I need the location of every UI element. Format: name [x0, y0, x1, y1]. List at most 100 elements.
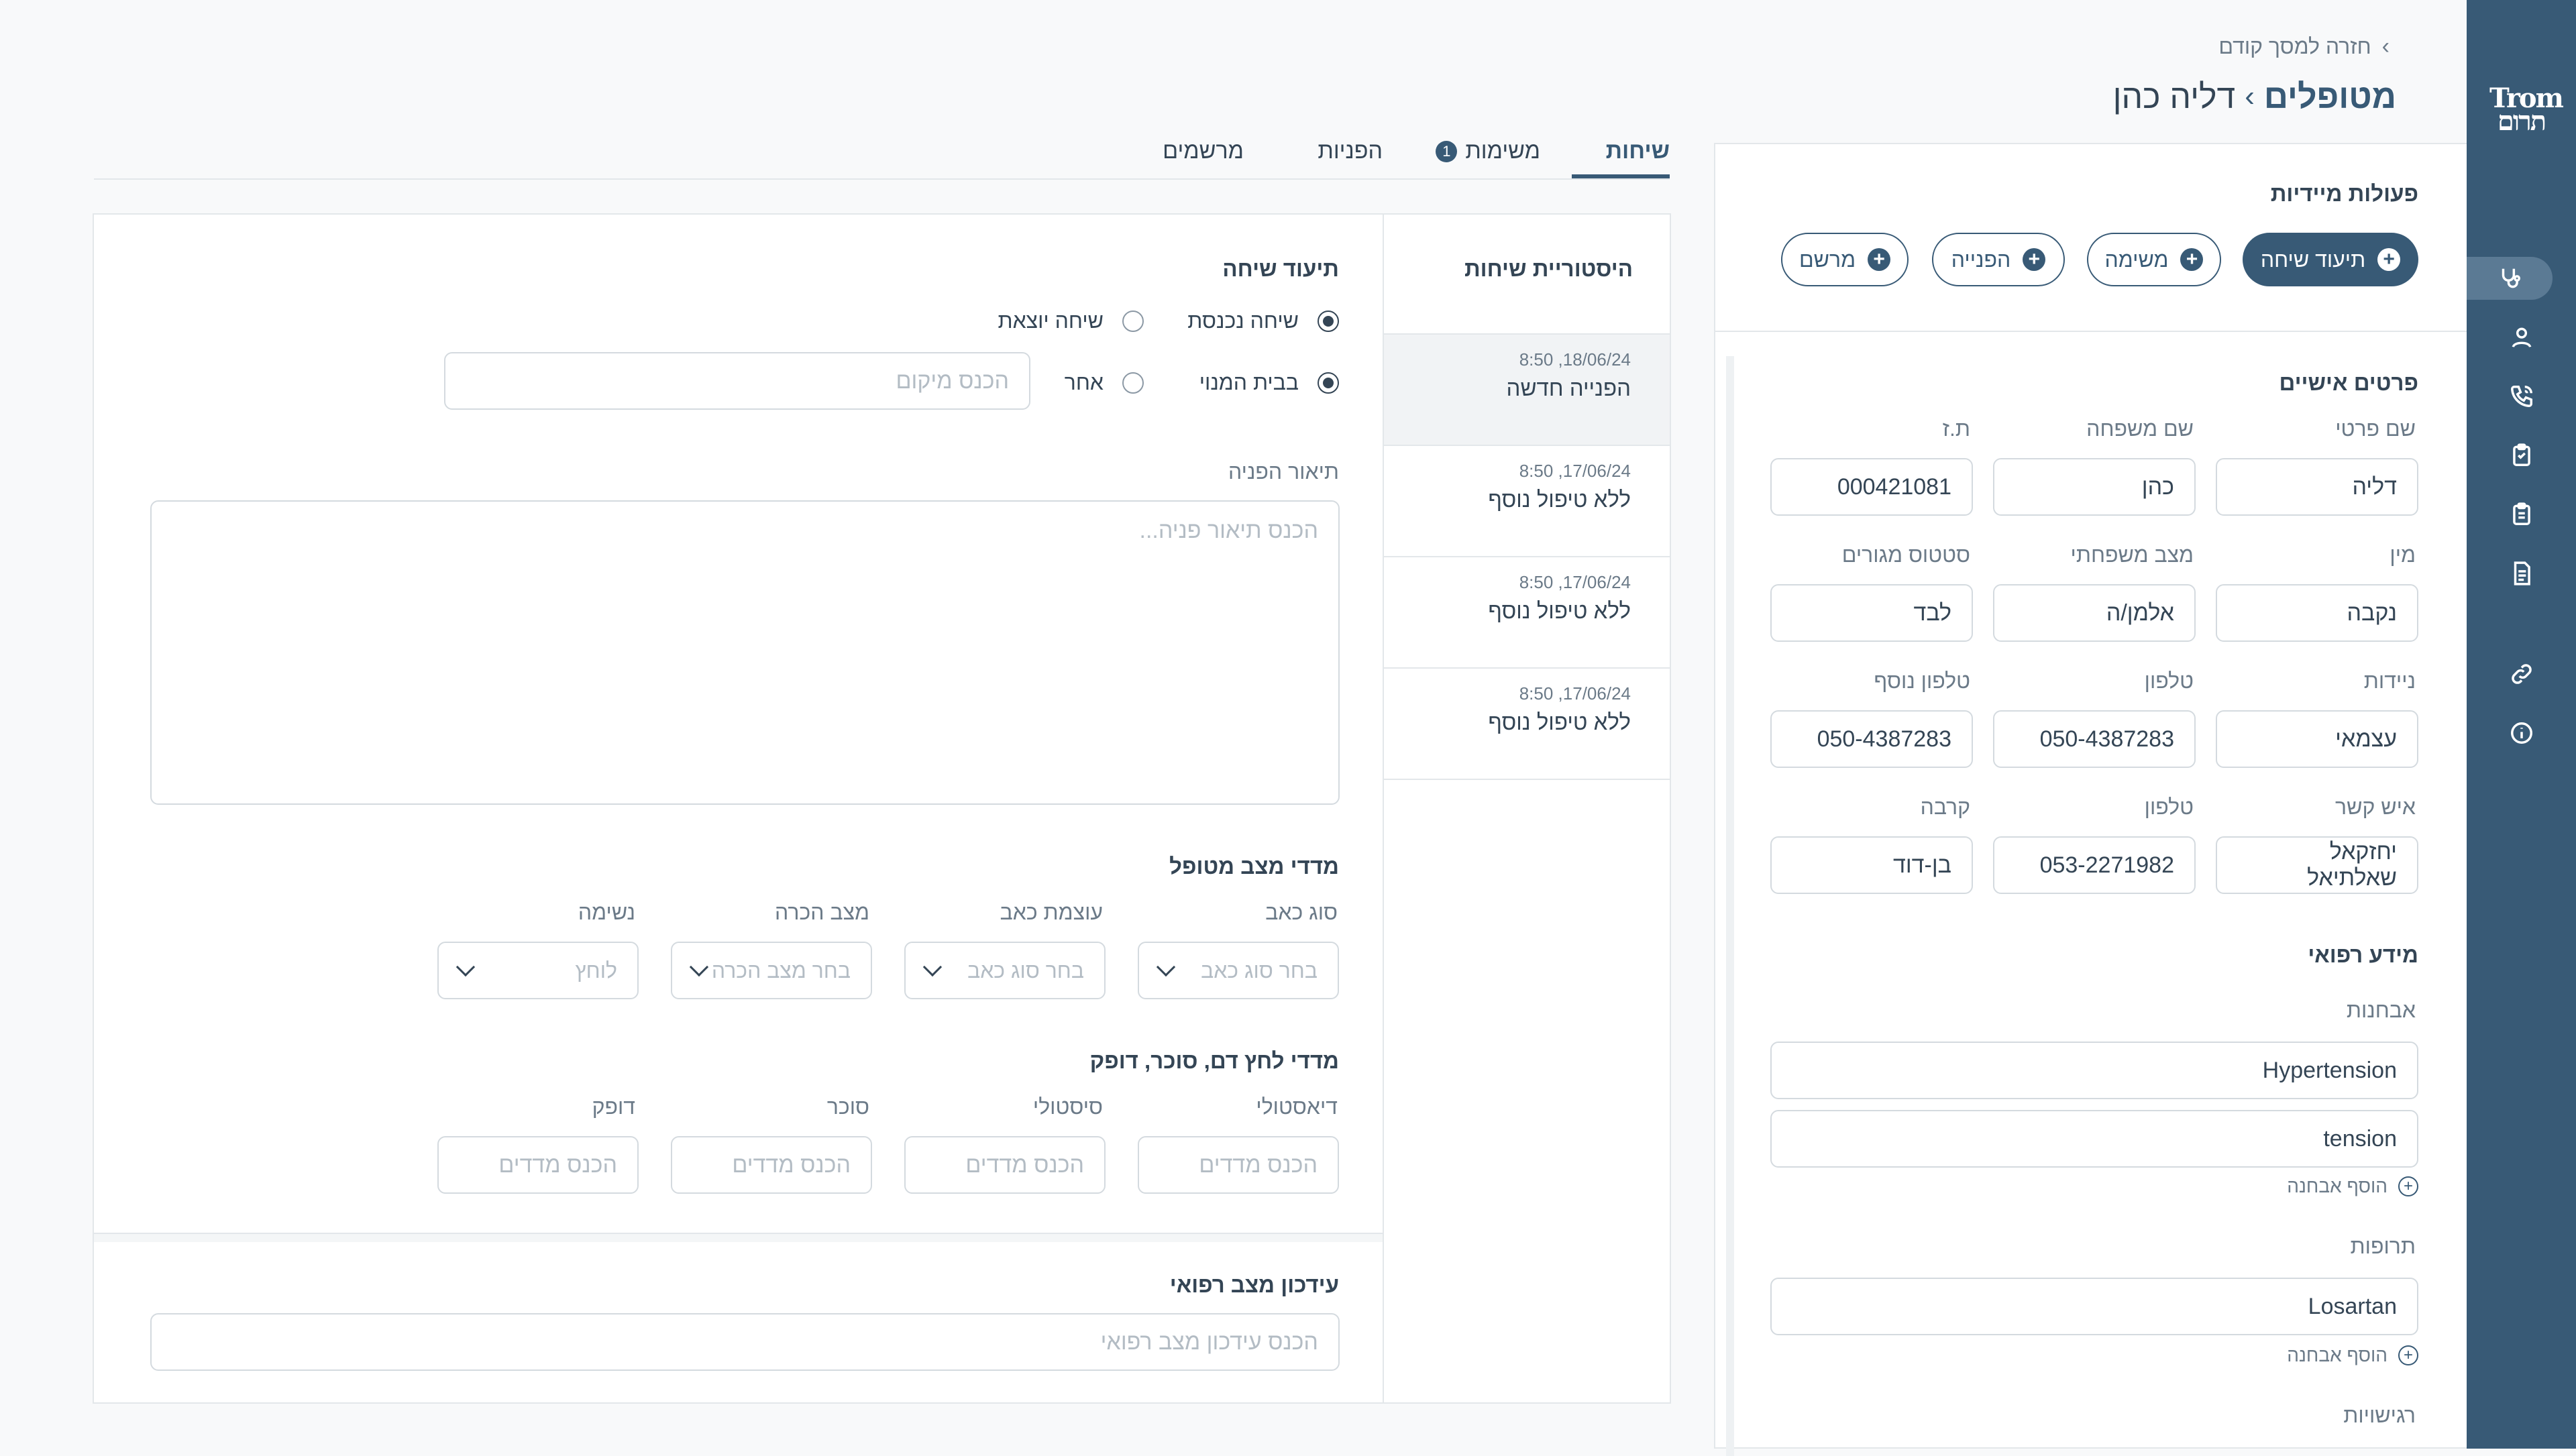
quick-actions-card: פעולות מיידיות + תיעוד שיחה + משימה + הפניי…	[1714, 143, 2467, 332]
back-link[interactable]: › חזרה למסך קודם	[2218, 34, 2390, 60]
rail-phone-button[interactable]	[2467, 375, 2576, 418]
description-textarea[interactable]: הכנס תיאור פניה...	[150, 500, 1340, 805]
tab-tasks[interactable]: משימות 1	[1436, 138, 1540, 164]
tabs-divider	[94, 178, 1670, 180]
diagnosis-field[interactable]: Hypertension	[1770, 1042, 2418, 1099]
diastolic-label: דיאסטולי	[1256, 1095, 1338, 1119]
residence-status-label: סטטוס מגורים	[1841, 543, 1970, 567]
log-call-button[interactable]: + תיעוד שיחה	[2243, 233, 2418, 286]
sensitivities-label: רגישויות	[2343, 1403, 2416, 1427]
id-number-field[interactable]: 000421081	[1770, 458, 1973, 516]
back-link-label: חזרה למסך קודם	[2218, 34, 2371, 58]
marital-status-field[interactable]: אלמן/ה	[1993, 584, 2196, 642]
breadcrumb-root[interactable]: מטופלים	[2263, 78, 2396, 115]
systolic-input[interactable]: הכנס מדדים	[904, 1136, 1106, 1194]
plus-circle-icon: +	[2180, 248, 2204, 271]
medical-update-input[interactable]: הכנס עידכון מצב רפואי	[150, 1313, 1340, 1371]
info-icon	[2510, 722, 2532, 744]
medications-label: תרופות	[2350, 1234, 2416, 1258]
rail-clipboard-button[interactable]	[2467, 434, 2576, 477]
history-item[interactable]: 17/06/24, 8:50 ללא טיפול נוסף	[1384, 446, 1670, 557]
contact-phone-field[interactable]: 053-2271982	[1993, 836, 2196, 894]
contact-person-field[interactable]: יחזקאל שאלתיאל	[2216, 836, 2418, 894]
history-item[interactable]: 17/06/24, 8:50 ללא טיפול נוסף	[1384, 669, 1670, 780]
last-name-label: שם משפחה	[2086, 416, 2194, 441]
tab-referrals[interactable]: הפניות	[1318, 138, 1383, 164]
medical-info-title: מידע רפואי	[2308, 942, 2418, 967]
breadcrumb: מטופלים › דליה כהן	[2113, 77, 2396, 116]
phone-label: טלפון	[2144, 669, 2194, 693]
pain-intensity-select[interactable]: בחר סוג כאב	[904, 942, 1106, 999]
chevron-right-icon: ›	[2381, 34, 2390, 59]
breadcrumb-separator: ›	[2245, 80, 2255, 113]
mobility-field[interactable]: עצמאי	[2216, 710, 2418, 768]
app-logo: Trom תרום	[2489, 82, 2564, 137]
link-icon	[2511, 664, 2532, 684]
location-input[interactable]: הכנס מיקום	[444, 352, 1030, 410]
id-number-label: ת.ז	[1942, 416, 1970, 441]
quick-actions-title: פעולות מיידיות	[2270, 181, 2418, 206]
phone-call-icon	[2510, 386, 2532, 407]
at-home-radio[interactable]: בבית המנוי	[1199, 370, 1339, 395]
radio-empty-icon	[1122, 372, 1144, 394]
call-history-title: היסטוריית שיחות	[1464, 256, 1633, 281]
patient-details-card: פרטים אישיים שם פרטי שם משפחה ת.ז דליה כ…	[1714, 332, 2467, 1456]
chevron-down-icon	[922, 957, 943, 977]
referral-button[interactable]: + הפנייה	[1932, 233, 2065, 286]
add-medication-link[interactable]: + הוסף אבחנה	[2287, 1345, 2418, 1366]
breadcrumb-current: דליה כהן	[2112, 78, 2236, 115]
rail-document-button[interactable]	[2467, 552, 2576, 595]
history-item[interactable]: 17/06/24, 8:50 ללא טיפול נוסף	[1384, 557, 1670, 669]
consciousness-label: מצב הכרה	[775, 900, 869, 924]
relation-field[interactable]: בן-דוד	[1770, 836, 1973, 894]
tab-prescriptions[interactable]: מרשמים	[1163, 138, 1244, 164]
radio-selected-icon	[1318, 310, 1339, 332]
breathing-label: נשימה	[578, 900, 635, 924]
gender-field[interactable]: נקבה	[2216, 584, 2418, 642]
consciousness-select[interactable]: בחר מצב הכרה	[671, 942, 872, 999]
mobility-label: ניידות	[2363, 669, 2416, 693]
pain-type-select[interactable]: בחר סוג כאב	[1138, 942, 1339, 999]
task-button[interactable]: + משימה	[2087, 233, 2221, 286]
diagnoses-label: אבחנות	[2346, 998, 2416, 1022]
medication-field[interactable]: Losartan	[1770, 1278, 2418, 1335]
history-item[interactable]: 18/06/24, 8:50 הפנייה חדשה	[1384, 335, 1670, 446]
plus-circle-icon: +	[2377, 248, 2401, 271]
rail-stethoscope-button[interactable]	[2467, 257, 2553, 300]
outgoing-call-radio[interactable]: שיחה יוצאת	[998, 309, 1144, 333]
systolic-label: סיסטולי	[1032, 1095, 1103, 1119]
phone-field[interactable]: 050-4387283	[1993, 710, 2196, 768]
last-name-field[interactable]: כהן	[1993, 458, 2196, 516]
user-icon	[2512, 327, 2531, 348]
rail-list-button[interactable]	[2467, 493, 2576, 536]
pain-intensity-label: עוצמת כאב	[1000, 900, 1103, 924]
first-name-field[interactable]: דליה	[2216, 458, 2418, 516]
other-location-radio[interactable]: אחר	[1065, 370, 1144, 395]
tab-calls[interactable]: שיחות	[1605, 138, 1670, 164]
diagnosis-field[interactable]: tension	[1770, 1110, 2418, 1168]
active-tab-indicator	[1572, 174, 1670, 178]
rail-link-button[interactable]	[2467, 653, 2576, 695]
rail-info-button[interactable]	[2467, 712, 2576, 754]
sugar-input[interactable]: הכנס מדדים	[671, 1136, 872, 1194]
marital-status-label: מצב משפחתי	[2070, 543, 2194, 567]
residence-status-field[interactable]: לבד	[1770, 584, 1973, 642]
additional-phone-field[interactable]: 050-4387283	[1770, 710, 1973, 768]
pulse-input[interactable]: הכנס מדדים	[437, 1136, 639, 1194]
list-clipboard-icon	[2512, 502, 2530, 525]
pain-type-label: סוג כאב	[1265, 900, 1338, 924]
scrollbar-track[interactable]	[1726, 356, 1734, 1456]
pulse-label: דופק	[592, 1095, 635, 1119]
radio-empty-icon	[1122, 310, 1144, 332]
diastolic-input[interactable]: הכנס מדדים	[1138, 1136, 1339, 1194]
rail-user-button[interactable]	[2467, 316, 2576, 359]
document-icon	[2514, 561, 2530, 585]
prescription-button[interactable]: + מרשם	[1781, 233, 1909, 286]
gender-label: מין	[2390, 543, 2416, 567]
add-diagnosis-link[interactable]: + הוסף אבחנה	[2287, 1176, 2418, 1197]
history-divider	[1384, 333, 1670, 335]
incoming-call-radio[interactable]: שיחה נכנסת	[1187, 309, 1339, 333]
plus-circle-icon: +	[2398, 1176, 2418, 1196]
section-divider	[94, 1233, 1383, 1242]
breathing-select[interactable]: לוחץ	[437, 942, 639, 999]
